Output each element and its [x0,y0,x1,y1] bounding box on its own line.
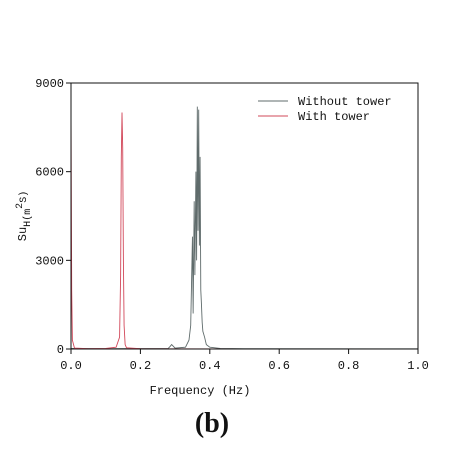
x-tick-label: 0.2 [130,359,152,373]
legend-label: With tower [298,110,370,124]
y-label-part: 2 [15,203,26,209]
y-label-part: S) [18,191,30,203]
plot-frame [70,82,419,350]
caption: (b) [195,408,229,439]
x-tick-label: 0.6 [268,359,290,373]
y-label-part: H(m [22,209,34,227]
series-line [70,106,419,350]
x-tick-label: 0.4 [199,359,221,373]
legend-label: Without tower [298,95,392,109]
y-tick-label: 6000 [35,166,64,180]
y-tick-label: 9000 [35,77,64,91]
y-label-part: Su [16,227,30,241]
x-tick-label: 1.0 [407,359,429,373]
x-tick-label: 0.8 [338,359,360,373]
series-line [70,106,419,350]
y-tick-label: 3000 [35,254,64,268]
y-tick-label: 0 [57,343,64,357]
y-axis-label: SuH(m2S) [15,191,34,241]
x-tick-label: 0.0 [60,359,82,373]
x-axis-label: Frequency (Hz) [150,384,251,398]
